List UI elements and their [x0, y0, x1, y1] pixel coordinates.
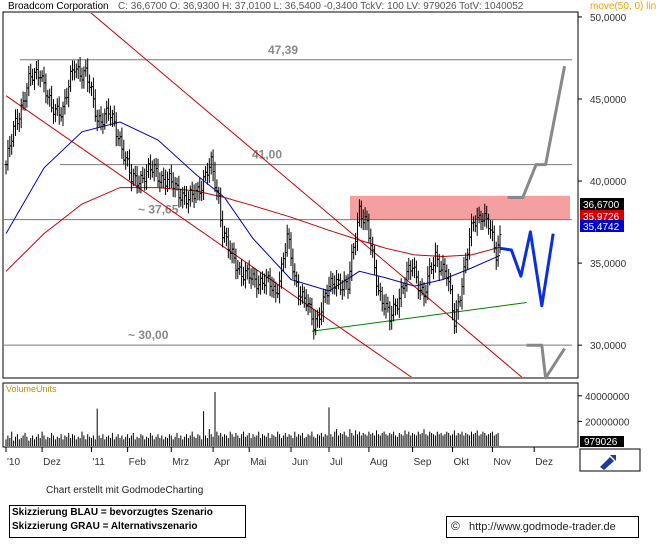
- price-content: 47,39 41,00 ~ 37,65 ~ 30,00: [4, 13, 572, 380]
- blue-scenario-path: [499, 230, 555, 308]
- website-badge[interactable]: © http://www.godmode-trader.de: [446, 516, 639, 538]
- price-marker-label: 35,4742: [583, 222, 620, 233]
- time-tick-label: Apr: [214, 457, 230, 468]
- trend-line: [5, 95, 413, 377]
- moving-average-line: [5, 187, 501, 272]
- grey-scenario-up-path: [507, 65, 567, 199]
- time-tick-label: Mrz: [172, 457, 189, 468]
- time-tick-label: Sep: [414, 457, 432, 468]
- legend-blue-scenario: Skizzierung BLAU = bevorzugtes Szenario: [12, 507, 213, 518]
- time-tick-label: '10: [7, 457, 20, 468]
- instrument-name: Broadcom Corporation: [8, 1, 109, 12]
- time-tick-label: Aug: [370, 457, 388, 468]
- trend-line: [311, 302, 527, 332]
- volume-tick-label: 40000000: [585, 392, 630, 403]
- price-marker: [580, 210, 624, 222]
- volume-axis: 40000000 20000000 979026: [578, 392, 630, 448]
- price-marker: [580, 198, 624, 210]
- price-tick-label: 35,0000: [590, 259, 627, 270]
- price-tick-label: 45,0000: [590, 95, 627, 106]
- resistance-zone: [350, 195, 570, 220]
- time-tick-label: Jul: [330, 457, 343, 468]
- time-tick-label: Jun: [292, 457, 308, 468]
- price-axis: 50,0000 45,0000 40,0000 35,0000 30,0000 36,67…: [578, 13, 627, 352]
- time-tick-label: Dez: [43, 457, 61, 468]
- price-marker-label: 36,6700: [583, 200, 620, 211]
- level-label: 47,39: [268, 43, 298, 57]
- grey-scenario-down-path: [526, 343, 566, 380]
- price-tick-label: 30,0000: [590, 341, 627, 352]
- website-link[interactable]: http://www.godmode-trader.de: [469, 521, 616, 533]
- time-tick-label: '11: [93, 457, 106, 468]
- time-tick-label: Feb: [129, 457, 147, 468]
- price-marker-label: 35,9726: [583, 212, 620, 223]
- quote-values: C: 36,6700 O: 36,9300 H: 37,0100 L: 36,5…: [118, 1, 524, 12]
- price-tick-label: 40,0000: [590, 177, 627, 188]
- price-tick-label: 50,0000: [590, 13, 627, 24]
- time-tick-label: Dez: [535, 457, 553, 468]
- time-tick-label: Nov: [493, 457, 511, 468]
- title-bar: Broadcom Corporation C: 36,6700 O: 36,93…: [8, 1, 656, 12]
- scenario-legend: Skizzierung BLAU = bevorzugtes Szenario …: [9, 505, 246, 538]
- level-label: ~ 37,65: [138, 203, 179, 217]
- volume-tick-label: 20000000: [585, 417, 630, 428]
- copyright-icon: ©: [451, 519, 460, 533]
- volume-content: [5, 391, 501, 446]
- time-tick-label: Okt: [454, 457, 470, 468]
- time-tick-label: Mai: [250, 457, 266, 468]
- moving-average-label: move(50, 0) line: [590, 1, 656, 12]
- last-volume-marker: [580, 436, 624, 447]
- godmode-logo: [579, 448, 641, 472]
- legend-grey-scenario: Skizzierung GRAU = Alternativszenario: [12, 521, 198, 532]
- volume-panel-title: VolumeUnits: [6, 384, 57, 394]
- price-panel: [2, 11, 579, 379]
- price-marker: [580, 220, 624, 232]
- time-axis: '10 Dez '11 Feb Mrz Apr Mai Jun Jul Aug Sep Okt Nov D…: [5, 447, 553, 468]
- last-volume-label: 979026: [584, 437, 618, 448]
- chart-credit: Chart erstellt mit GodmodeCharting: [46, 485, 204, 496]
- level-label: ~ 30,00: [128, 328, 169, 342]
- level-label: 41,00: [252, 148, 282, 162]
- trend-line: [90, 13, 523, 377]
